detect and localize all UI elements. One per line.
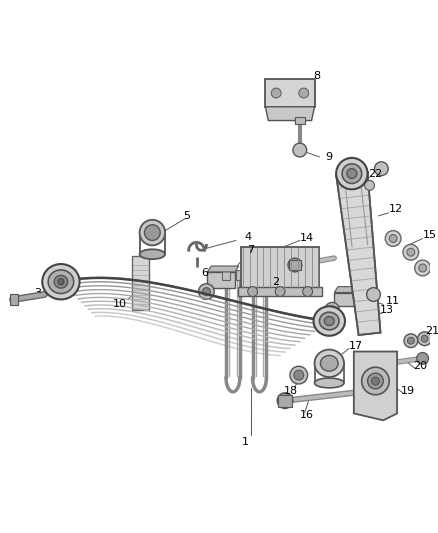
Bar — [265, 79, 314, 107]
Circle shape — [303, 287, 313, 296]
Bar — [241, 247, 319, 288]
Bar — [295, 117, 305, 125]
Ellipse shape — [319, 312, 339, 330]
Ellipse shape — [347, 169, 357, 179]
Text: 8: 8 — [313, 71, 320, 82]
Circle shape — [417, 352, 428, 364]
Circle shape — [407, 337, 414, 344]
Circle shape — [374, 162, 388, 175]
Circle shape — [10, 295, 18, 303]
Circle shape — [418, 332, 431, 345]
Circle shape — [247, 287, 258, 296]
Text: 3: 3 — [34, 287, 41, 297]
Circle shape — [277, 393, 293, 408]
Ellipse shape — [58, 279, 64, 285]
Circle shape — [299, 88, 309, 98]
Bar — [262, 270, 270, 280]
Text: 21: 21 — [425, 326, 438, 336]
Circle shape — [198, 284, 214, 300]
Polygon shape — [207, 266, 239, 272]
Bar — [222, 270, 230, 280]
Text: 6: 6 — [201, 268, 208, 278]
Ellipse shape — [403, 245, 419, 260]
Text: 12: 12 — [389, 204, 403, 214]
Bar — [289, 260, 301, 270]
Text: 11: 11 — [386, 296, 400, 306]
Ellipse shape — [415, 260, 431, 276]
Circle shape — [293, 143, 307, 157]
Ellipse shape — [145, 225, 160, 240]
Polygon shape — [334, 287, 364, 293]
Bar — [334, 293, 360, 306]
Text: 18: 18 — [284, 386, 298, 396]
Text: 22: 22 — [368, 168, 382, 179]
Ellipse shape — [140, 249, 165, 259]
Polygon shape — [354, 352, 397, 421]
Circle shape — [202, 288, 210, 295]
Text: 14: 14 — [300, 232, 314, 243]
Ellipse shape — [336, 158, 367, 189]
Circle shape — [271, 88, 281, 98]
Ellipse shape — [325, 317, 334, 326]
Text: 10: 10 — [113, 300, 127, 309]
Circle shape — [421, 335, 428, 342]
Ellipse shape — [371, 377, 379, 385]
Circle shape — [367, 288, 380, 301]
Text: 17: 17 — [349, 341, 363, 351]
Ellipse shape — [48, 270, 74, 294]
Bar — [132, 256, 149, 310]
Text: 15: 15 — [423, 230, 437, 239]
Bar — [207, 272, 235, 288]
Circle shape — [404, 334, 418, 348]
Ellipse shape — [140, 220, 165, 245]
Ellipse shape — [314, 378, 344, 388]
Polygon shape — [336, 172, 381, 335]
Text: 16: 16 — [300, 410, 314, 421]
Ellipse shape — [314, 350, 344, 377]
Ellipse shape — [42, 264, 80, 300]
Text: 2: 2 — [272, 277, 279, 287]
Text: 7: 7 — [247, 245, 254, 255]
Bar — [10, 294, 18, 305]
Ellipse shape — [314, 306, 345, 336]
Text: 13: 13 — [380, 305, 394, 315]
Circle shape — [361, 308, 372, 319]
Ellipse shape — [385, 231, 401, 246]
Circle shape — [290, 366, 307, 384]
Bar — [238, 287, 322, 296]
Ellipse shape — [362, 367, 389, 395]
Text: 9: 9 — [326, 152, 333, 162]
Text: 19: 19 — [401, 386, 415, 396]
Ellipse shape — [419, 264, 427, 272]
Bar — [249, 270, 257, 280]
Ellipse shape — [389, 235, 397, 243]
Ellipse shape — [407, 248, 415, 256]
Circle shape — [288, 258, 302, 272]
Text: 4: 4 — [244, 231, 251, 241]
Polygon shape — [265, 107, 314, 120]
Circle shape — [294, 370, 304, 380]
Text: 5: 5 — [183, 211, 190, 221]
Bar — [236, 270, 244, 280]
Ellipse shape — [367, 373, 383, 389]
Circle shape — [275, 287, 285, 296]
Text: 1: 1 — [242, 437, 249, 447]
Bar — [278, 395, 292, 407]
Text: 20: 20 — [413, 361, 428, 372]
Circle shape — [365, 181, 374, 190]
Ellipse shape — [54, 276, 68, 288]
Ellipse shape — [321, 356, 338, 371]
Circle shape — [329, 306, 336, 313]
Circle shape — [325, 302, 339, 316]
Ellipse shape — [342, 164, 362, 183]
